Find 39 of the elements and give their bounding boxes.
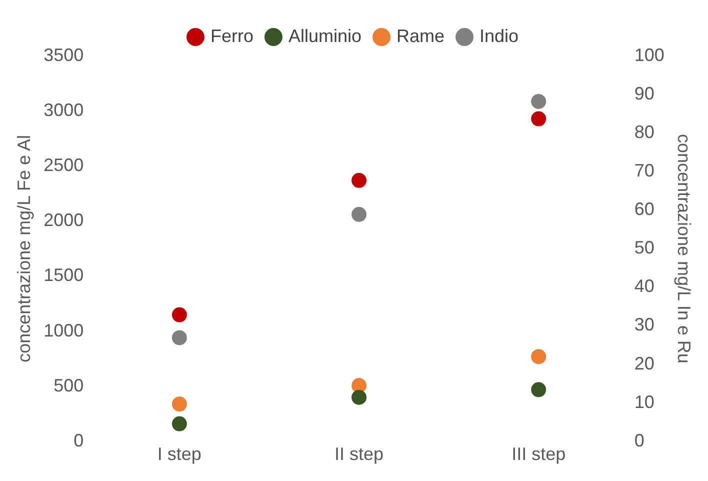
point — [352, 390, 367, 405]
x-tick-label: II step — [334, 444, 384, 464]
x-tick-label: III step — [512, 444, 566, 464]
point — [531, 349, 546, 364]
y-tick-label: 3000 — [44, 100, 84, 120]
y-tick-label: 500 — [54, 375, 84, 396]
y2-tick-label: 70 — [634, 160, 654, 181]
x-tick-label: I step — [157, 444, 202, 464]
point — [531, 382, 546, 398]
y-tick-label: 1500 — [44, 265, 84, 286]
y-tick-label: 1000 — [44, 320, 84, 340]
point — [531, 94, 546, 109]
y2-tick-label: 30 — [634, 314, 654, 335]
y-tick-label: 2500 — [44, 155, 84, 176]
point — [352, 172, 367, 188]
y2-tick-label: 10 — [634, 392, 654, 412]
y2-tick-label: 50 — [634, 238, 654, 258]
point — [172, 307, 187, 322]
y2-tick-label: 20 — [634, 353, 654, 374]
y2-tick-label: 90 — [634, 84, 654, 104]
point — [172, 416, 187, 432]
y-tick-label: 2000 — [44, 210, 84, 230]
point — [172, 396, 187, 412]
y-axis-title: concentrazione mg/L Fe e Al — [14, 134, 34, 362]
y-tick-label: 3500 — [44, 44, 84, 65]
y2-tick-label: 0 — [634, 430, 644, 450]
point — [352, 206, 367, 222]
y2-axis-title: concentrazione mg/L In e Ru — [674, 134, 694, 364]
y-tick-label: 0 — [74, 430, 84, 450]
point — [172, 330, 187, 346]
legend-label: Rame — [396, 26, 445, 46]
y2-tick-label: 60 — [634, 199, 654, 220]
legend-label: Ferro — [210, 26, 254, 46]
y2-tick-label: 80 — [634, 122, 654, 142]
legend-label: Alluminio — [288, 26, 362, 46]
y2-tick-label: 40 — [634, 276, 654, 296]
point — [531, 111, 546, 126]
legend-label: Indio — [480, 26, 519, 46]
y2-tick-label: 100 — [634, 44, 664, 65]
